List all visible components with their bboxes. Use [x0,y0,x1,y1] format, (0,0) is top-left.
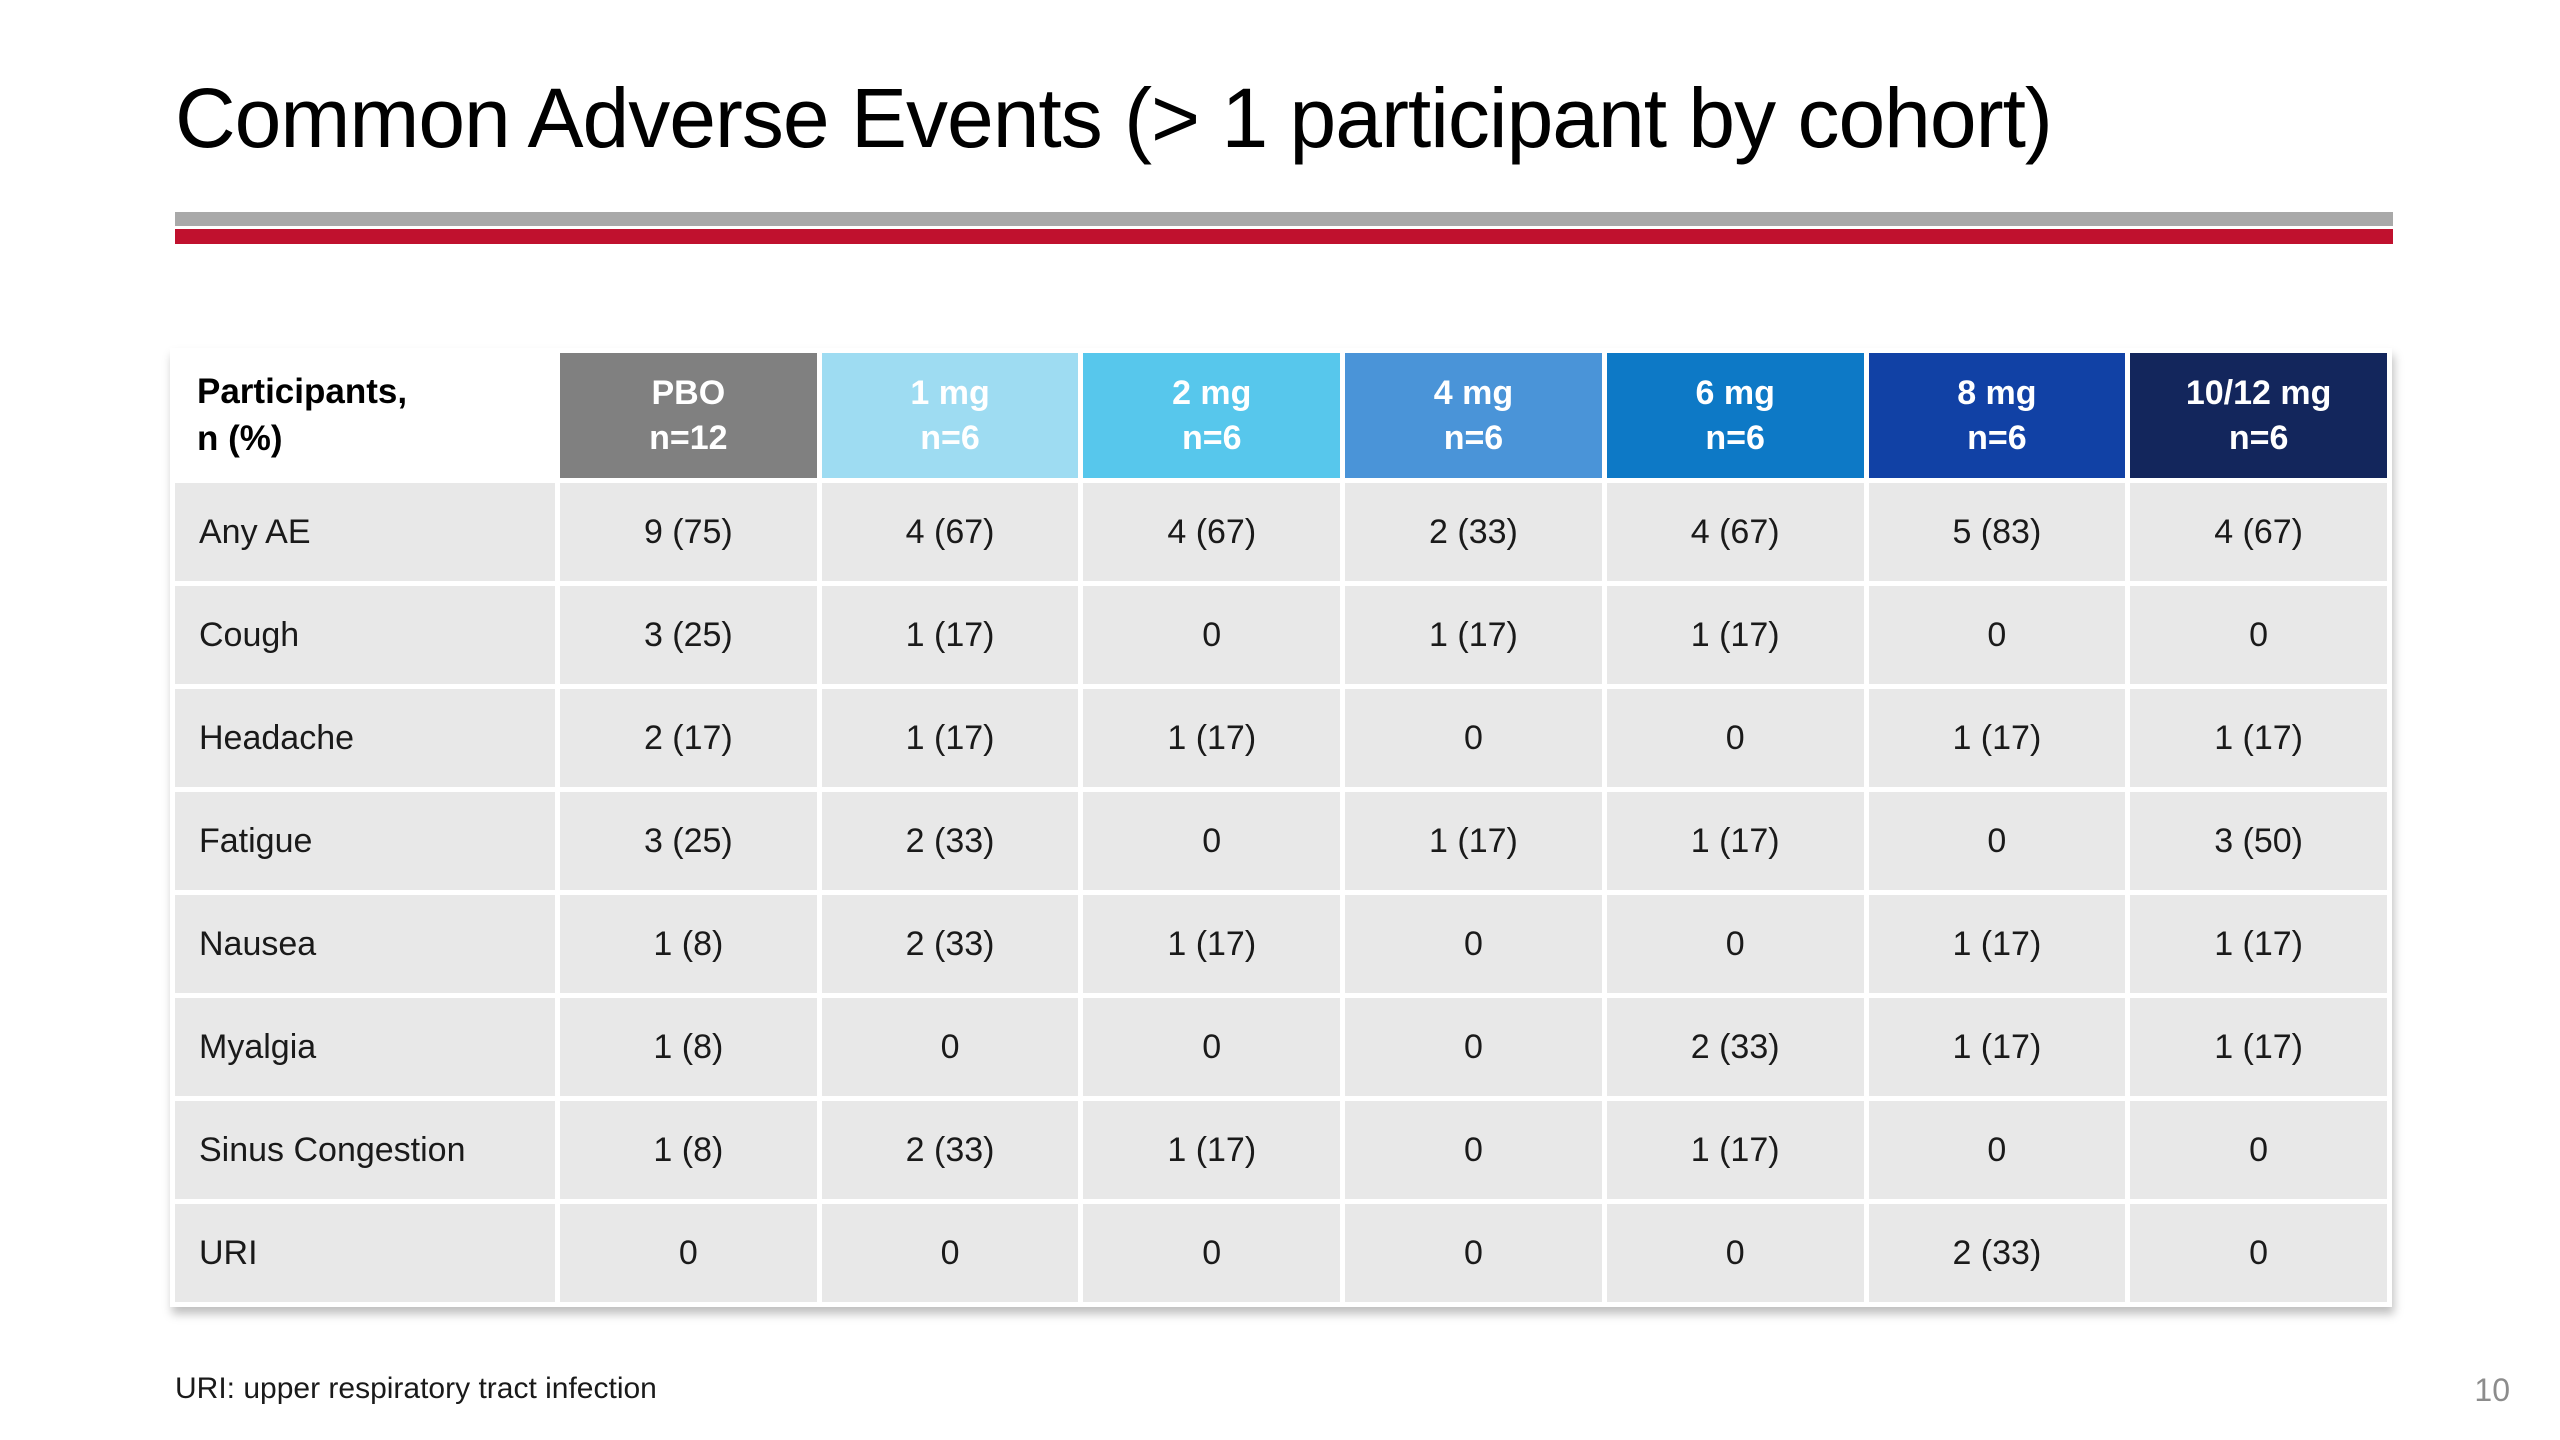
cell-value: 3 (25) [560,792,817,890]
cell-value: 1 (17) [1868,895,2126,993]
column-header-6-mg: 6 mg n=6 [1606,353,1864,478]
divider-red-bar [175,229,2393,244]
cell-value: 2 (33) [821,895,1079,993]
row-label: Nausea [175,895,555,993]
cell-value: 9 (75) [560,483,817,581]
cell-value: 0 [1083,998,1341,1096]
cell-value: 1 (17) [2130,998,2387,1096]
cell-value: 0 [1345,998,1602,1096]
cell-value: 4 (67) [821,483,1079,581]
cell-value: 0 [1083,586,1341,684]
cell-value: 4 (67) [1606,483,1864,581]
cell-value: 0 [1606,689,1864,787]
column-header-2-mg: 2 mg n=6 [1083,353,1341,478]
page-number: 10 [2474,1372,2510,1408]
table-row: Sinus Congestion 1 (8) 2 (33) 1 (17) 0 1 (17)… [175,1101,2387,1199]
cell-value: 1 (17) [1606,1101,1864,1199]
cell-value: 2 (33) [1345,483,1602,581]
cell-value: 2 (33) [821,1101,1079,1199]
column-header-pbo: PBO n=12 [560,353,817,478]
cell-value: 5 (83) [1868,483,2126,581]
cell-value: 1 (17) [1868,998,2126,1096]
cell-value: 1 (17) [1083,895,1341,993]
table-row: Fatigue 3 (25) 2 (33) 0 1 (17) 1 (17) 0 3 (50) [175,792,2387,890]
table-header-row: Participants, n (%) PBO n=12 1 mg n=6 2 mg n=6 4… [175,353,2387,478]
cell-value: 0 [560,1204,817,1302]
cell-value: 1 (8) [560,1101,817,1199]
table-row: Headache 2 (17) 1 (17) 1 (17) 0 0 1 (17) 1 (17) [175,689,2387,787]
cell-value: 1 (17) [1345,792,1602,890]
cell-value: 0 [1345,895,1602,993]
cell-value: 2 (33) [821,792,1079,890]
cell-value: 1 (8) [560,895,817,993]
cell-value: 2 (33) [1868,1204,2126,1302]
cell-value: 0 [821,1204,1079,1302]
column-header-10-12-mg: 10/12 mg n=6 [2130,353,2387,478]
cell-value: 1 (17) [1606,586,1864,684]
slide-title: Common Adverse Events (> 1 participant b… [175,71,2053,165]
table-row: Myalgia 1 (8) 0 0 0 2 (33) 1 (17) 1 (17) [175,998,2387,1096]
cell-value: 0 [2130,1204,2387,1302]
row-label: Sinus Congestion [175,1101,555,1199]
row-label: Fatigue [175,792,555,890]
cell-value: 1 (17) [1083,689,1341,787]
cell-value: 4 (67) [2130,483,2387,581]
cell-value: 0 [1083,792,1341,890]
adverse-events-table: Participants, n (%) PBO n=12 1 mg n=6 2 mg n=6 4… [170,348,2392,1307]
column-header-8-mg: 8 mg n=6 [1868,353,2126,478]
cell-value: 3 (25) [560,586,817,684]
corner-header: Participants, n (%) [175,353,555,478]
footnote: URI: upper respiratory tract infection [175,1372,657,1405]
row-label: URI [175,1204,555,1302]
cell-value: 0 [2130,1101,2387,1199]
cell-value: 0 [1868,1101,2126,1199]
row-label: Cough [175,586,555,684]
table-row: URI 0 0 0 0 0 2 (33) 0 [175,1204,2387,1302]
table-row: Any AE 9 (75) 4 (67) 4 (67) 2 (33) 4 (67) 5 (8… [175,483,2387,581]
cell-value: 0 [1868,586,2126,684]
divider-gray-bar [175,212,2393,226]
cell-value: 0 [1606,895,1864,993]
cell-value: 3 (50) [2130,792,2387,890]
cell-value: 1 (17) [2130,895,2387,993]
cell-value: 1 (17) [821,689,1079,787]
row-label: Headache [175,689,555,787]
cell-value: 1 (17) [1868,689,2126,787]
cell-value: 1 (17) [1345,586,1602,684]
cell-value: 0 [1868,792,2126,890]
cell-value: 1 (17) [821,586,1079,684]
cell-value: 4 (67) [1083,483,1341,581]
table-row: Nausea 1 (8) 2 (33) 1 (17) 0 0 1 (17) 1 (17) [175,895,2387,993]
row-label: Any AE [175,483,555,581]
cell-value: 0 [1345,689,1602,787]
column-header-1-mg: 1 mg n=6 [821,353,1079,478]
table-row: Cough 3 (25) 1 (17) 0 1 (17) 1 (17) 0 0 [175,586,2387,684]
cell-value: 0 [2130,586,2387,684]
cell-value: 2 (17) [560,689,817,787]
cell-value: 0 [1345,1101,1602,1199]
cell-value: 2 (33) [1606,998,1864,1096]
cell-value: 1 (8) [560,998,817,1096]
cell-value: 1 (17) [1083,1101,1341,1199]
cell-value: 0 [1606,1204,1864,1302]
cell-value: 1 (17) [2130,689,2387,787]
cell-value: 1 (17) [1606,792,1864,890]
row-label: Myalgia [175,998,555,1096]
cell-value: 0 [821,998,1079,1096]
column-header-4-mg: 4 mg n=6 [1345,353,1602,478]
cell-value: 0 [1083,1204,1341,1302]
cell-value: 0 [1345,1204,1602,1302]
